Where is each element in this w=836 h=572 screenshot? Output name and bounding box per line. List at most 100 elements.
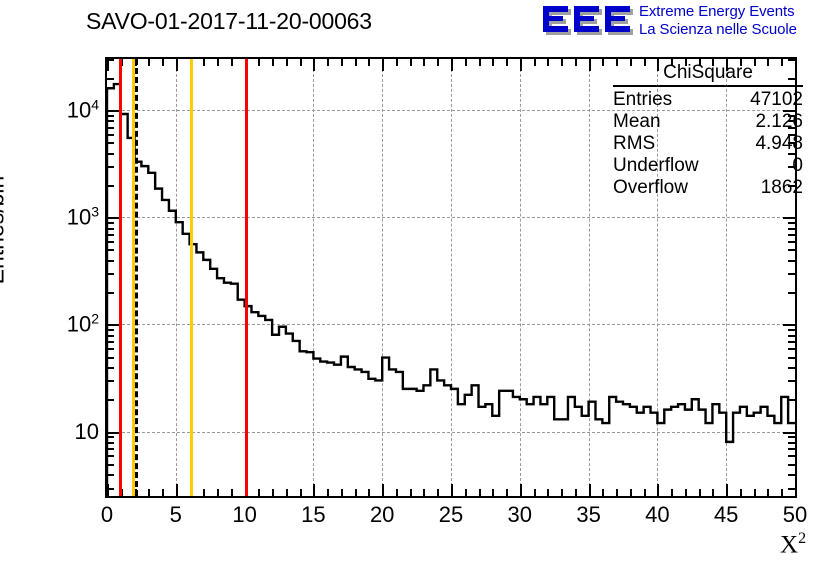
x-axis-tick bbox=[629, 489, 632, 496]
x-axis-tick-label: 35 bbox=[576, 502, 601, 527]
x-axis-tick bbox=[382, 484, 385, 496]
stats-row-key: Underflow bbox=[613, 155, 699, 176]
y-axis-tick bbox=[107, 142, 114, 145]
x-axis-title-exponent: 2 bbox=[798, 530, 807, 547]
x-axis-tick bbox=[492, 59, 495, 66]
y-axis-tick bbox=[107, 463, 114, 466]
stats-row-key: Mean bbox=[613, 111, 661, 132]
y-axis-tick bbox=[107, 241, 114, 243]
x-axis-tick bbox=[175, 484, 178, 496]
y-axis-tick bbox=[107, 292, 114, 295]
marker-line-dashed bbox=[135, 59, 139, 496]
x-axis-tick bbox=[107, 59, 109, 71]
stats-box-rule bbox=[613, 85, 803, 87]
x-axis-tick bbox=[451, 59, 453, 71]
y-tick-exponent: 2 bbox=[91, 310, 99, 327]
y-axis-tick bbox=[107, 115, 114, 118]
x-axis-tick bbox=[671, 489, 674, 496]
marker-line-red bbox=[119, 59, 123, 496]
y-axis-tick bbox=[788, 334, 795, 337]
x-axis-tick bbox=[313, 59, 316, 71]
y-axis-tick bbox=[788, 463, 795, 466]
x-axis-tick bbox=[506, 59, 509, 66]
x-axis-tick bbox=[272, 59, 275, 66]
y-axis-tick bbox=[788, 59, 795, 61]
x-axis-tick bbox=[533, 489, 536, 496]
x-axis-tick bbox=[643, 489, 646, 496]
x-axis-tick bbox=[395, 489, 398, 496]
x-axis-tick bbox=[643, 59, 646, 66]
x-axis-tick bbox=[258, 59, 261, 66]
x-axis-tick bbox=[684, 489, 687, 496]
y-axis-tick bbox=[788, 356, 795, 359]
x-axis-tick bbox=[795, 59, 797, 71]
y-axis-tick bbox=[107, 455, 114, 458]
y-axis-tick bbox=[788, 487, 795, 490]
x-axis-tick bbox=[354, 59, 357, 66]
x-axis-tick bbox=[767, 59, 770, 66]
x-axis-tick bbox=[162, 59, 165, 66]
y-axis-tick bbox=[107, 474, 114, 477]
y-axis-tick bbox=[107, 120, 114, 123]
x-axis-tick-label: 15 bbox=[301, 502, 326, 527]
stats-row-value: 2.126 bbox=[755, 111, 803, 132]
x-axis-tick-label: 40 bbox=[645, 502, 670, 527]
x-axis-tick bbox=[739, 489, 742, 496]
y-axis-tick bbox=[788, 152, 795, 155]
x-axis-tick-label: 30 bbox=[507, 502, 533, 527]
x-axis-tick bbox=[258, 489, 261, 496]
x-axis-tick bbox=[299, 59, 302, 66]
x-axis-tick bbox=[629, 59, 632, 66]
logo-line-2: La Scienza nelle Scuole bbox=[639, 21, 797, 38]
y-tick-mantissa: 10 bbox=[66, 97, 92, 123]
y-axis-tick bbox=[788, 120, 795, 123]
x-axis-tick bbox=[561, 489, 564, 496]
x-axis-tick-label: 10 bbox=[232, 502, 257, 527]
x-axis-tick bbox=[217, 489, 220, 496]
x-axis-tick bbox=[340, 59, 343, 66]
x-axis-tick-label: 20 bbox=[369, 502, 395, 527]
y-axis-tick bbox=[107, 222, 114, 225]
y-axis-tick bbox=[788, 233, 795, 236]
stats-row: Mean 2.126 bbox=[613, 111, 803, 133]
x-axis-tick bbox=[726, 59, 729, 71]
x-axis-tick bbox=[767, 489, 770, 496]
x-axis-tick bbox=[781, 489, 784, 496]
x-axis-title: X2 bbox=[780, 530, 806, 559]
marker-line-red bbox=[244, 59, 248, 496]
x-axis-tick bbox=[327, 489, 330, 496]
gridline-vertical bbox=[313, 59, 315, 496]
stats-row-key: Entries bbox=[613, 89, 673, 110]
x-axis-tick bbox=[437, 59, 440, 66]
y-tick-exponent: 4 bbox=[91, 96, 99, 113]
eee-logo: Extreme Energy Events La Scienza nelle S… bbox=[541, 2, 833, 42]
plot-frame bbox=[105, 57, 797, 498]
eee-logo-text: Extreme Energy Events La Scienza nelle S… bbox=[639, 3, 797, 39]
x-axis-tick bbox=[327, 59, 330, 66]
y-axis-tick bbox=[788, 227, 795, 230]
y-axis-tick bbox=[788, 399, 795, 402]
y-axis-tick bbox=[788, 348, 795, 351]
y-tick-mantissa: 10 bbox=[74, 418, 99, 444]
y-axis-tick bbox=[107, 59, 114, 61]
y-axis-tick bbox=[107, 431, 119, 434]
eee-logo-mark bbox=[543, 6, 633, 35]
gridline-horizontal bbox=[107, 217, 795, 219]
y-axis-tick-label: 102 bbox=[67, 311, 99, 338]
x-axis-tick bbox=[175, 59, 178, 71]
stats-row: Underflow 0 bbox=[613, 155, 803, 177]
y-axis-tick bbox=[788, 441, 795, 444]
y-axis-tick bbox=[788, 77, 795, 80]
x-axis-tick bbox=[519, 484, 522, 496]
x-axis-tick bbox=[478, 489, 481, 496]
y-axis-tick bbox=[107, 77, 114, 80]
x-axis-tick bbox=[423, 489, 426, 496]
y-axis-tick bbox=[788, 292, 795, 295]
y-axis-tick bbox=[107, 324, 119, 327]
x-axis-tick bbox=[409, 59, 412, 66]
y-axis-tick bbox=[107, 184, 114, 187]
y-tick-exponent: 3 bbox=[91, 203, 99, 220]
histogram-step-line bbox=[107, 82, 795, 496]
x-axis-tick bbox=[285, 59, 288, 66]
y-axis-tick bbox=[107, 436, 114, 439]
